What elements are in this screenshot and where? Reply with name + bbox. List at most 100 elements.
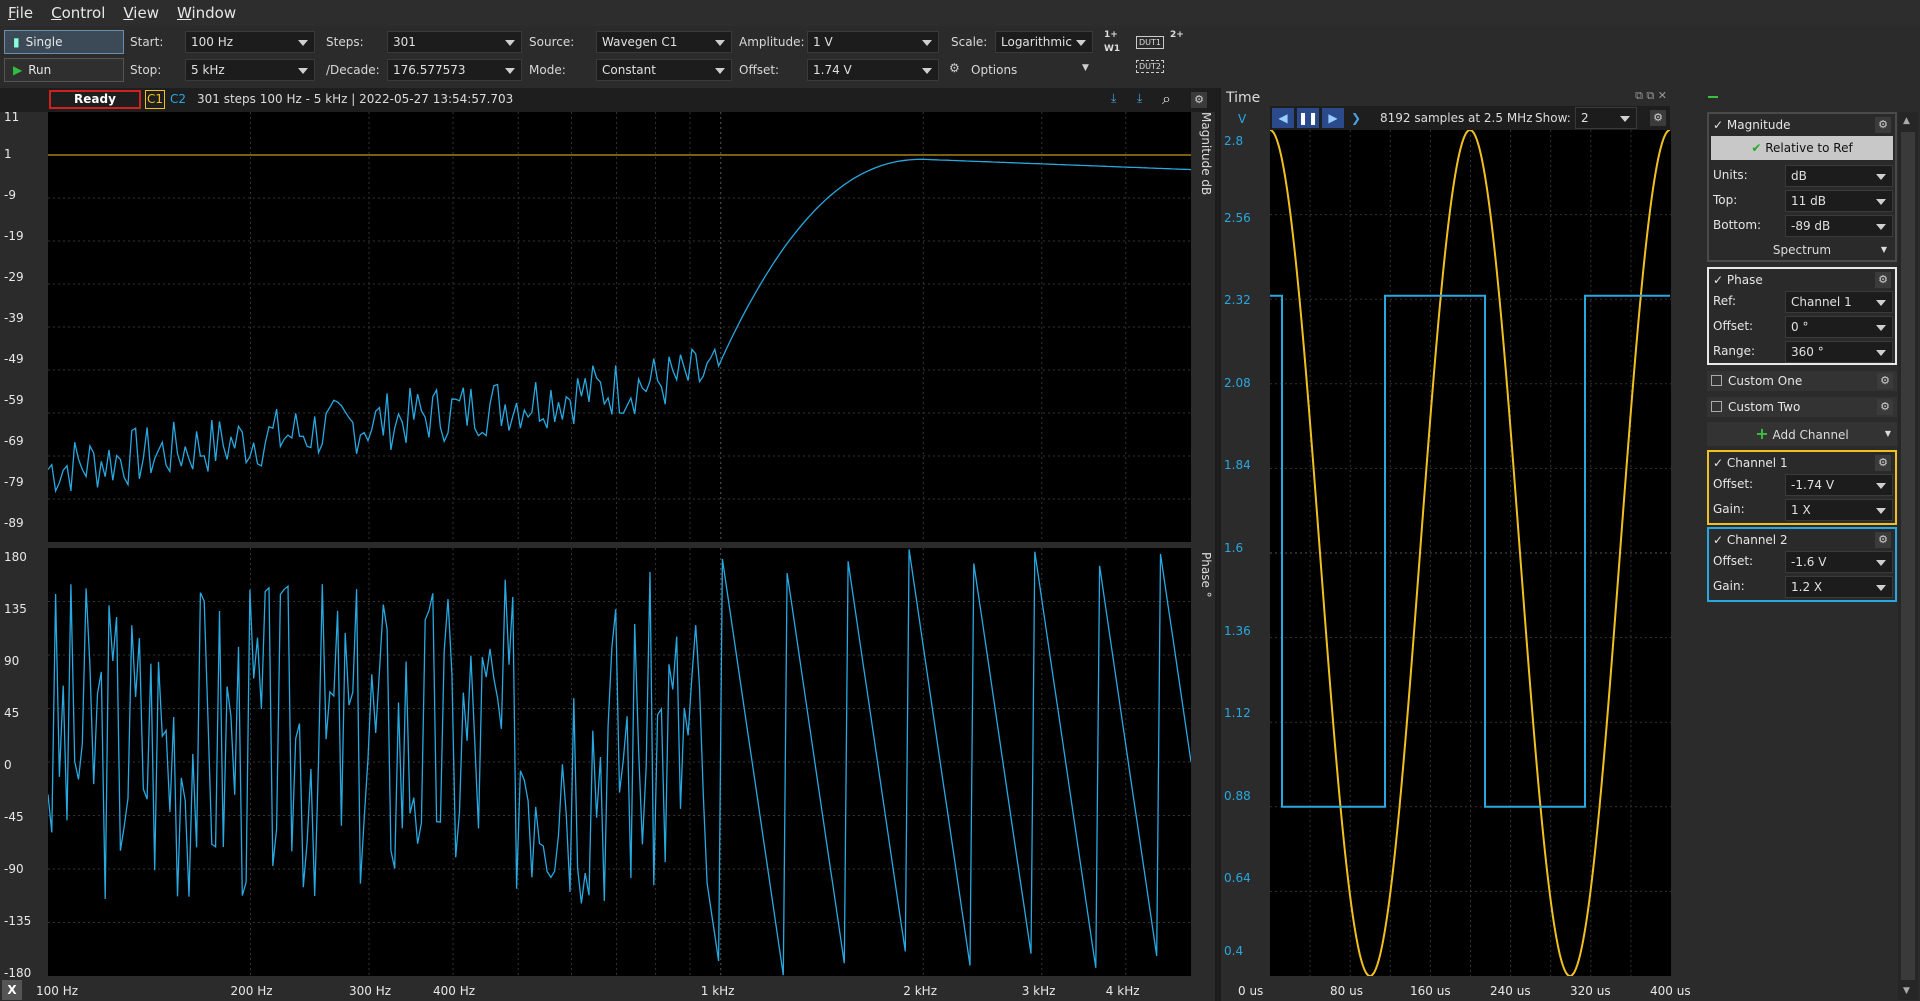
next-icon[interactable]: ▶ [1322, 108, 1344, 128]
panel-window-icons[interactable]: ⧉ ⧉ ✕ [1635, 89, 1667, 102]
side-panel-collapse[interactable] [1708, 96, 1718, 98]
chevron-down-icon [505, 68, 515, 74]
time-settings-icon[interactable]: ⚙ [1650, 110, 1666, 126]
menu-bar: File Control View Window [0, 0, 1920, 26]
zoom-icon[interactable]: ⌕ [1162, 89, 1171, 108]
start-field[interactable]: 100 Hz [185, 31, 315, 53]
time-unit: V [1238, 112, 1247, 126]
time-plot[interactable] [1270, 130, 1671, 976]
run-button[interactable]: ▶ Run [4, 58, 124, 82]
magnitude-tick-label: -19 [4, 229, 24, 243]
step-icon[interactable]: ❯ [1350, 111, 1362, 125]
chevron-down-icon: ▼ [1880, 245, 1887, 254]
checkmark-icon: ✔ [1751, 141, 1762, 155]
magnitude-axis-title: Magnitude dB [1199, 112, 1213, 196]
menu-window[interactable]: Window [176, 4, 237, 22]
channel-2-settings-icon[interactable]: ⚙ [1875, 532, 1891, 548]
show-select[interactable]: 2 [1575, 107, 1637, 129]
steps-label: Steps: [326, 35, 364, 49]
menu-file[interactable]: File [8, 4, 34, 22]
chevron-down-icon [1876, 174, 1886, 180]
range-field[interactable]: 360 ° [1785, 341, 1893, 363]
magnitude-title: Magnitude [1726, 118, 1791, 132]
units-select[interactable]: dB [1785, 165, 1893, 187]
scale-label: Scale: [951, 35, 988, 49]
chevron-down-icon [715, 40, 725, 46]
chevron-down-icon [922, 68, 932, 74]
channel-2-trace [1270, 294, 1670, 808]
c1-badge[interactable]: C1 [145, 90, 165, 109]
top-label: Top: [1713, 193, 1738, 207]
custom-one-row[interactable]: Custom One ⚙ [1707, 371, 1897, 391]
checkbox-icon[interactable] [1711, 401, 1722, 412]
amplitude-field[interactable]: 1 V [807, 31, 939, 53]
chevron-down-icon [715, 68, 725, 74]
voltage-tick-label: 0.4 [1224, 944, 1244, 958]
relative-to-ref-button[interactable]: ✔ Relative to Ref [1711, 136, 1893, 160]
phase-settings-icon[interactable]: ⚙ [1875, 272, 1891, 288]
plot-settings-icon[interactable]: ⚙ [1191, 92, 1207, 108]
top-field[interactable]: 11 dB [1785, 190, 1893, 212]
phase-tick-label: 135 [4, 602, 27, 616]
ch1-offset-field[interactable]: -1.74 V [1785, 474, 1893, 496]
prev-icon[interactable]: ◀ [1272, 108, 1294, 128]
offset-field[interactable]: 1.74 V [807, 59, 939, 81]
chevron-down-icon [1876, 508, 1886, 514]
single-button[interactable]: ▮ Single [4, 30, 124, 54]
pause-icon[interactable]: ❚❚ [1297, 108, 1319, 128]
stop-field[interactable]: 5 kHz [185, 59, 315, 81]
time-panel-title: Time [1226, 90, 1261, 106]
ref-select[interactable]: Channel 1 [1785, 291, 1893, 313]
decade-field[interactable]: 176.577573 [387, 59, 522, 81]
check-icon[interactable]: ✓ [1713, 533, 1727, 547]
plot-grid [48, 548, 1191, 976]
offset-label: Offset: [739, 63, 780, 77]
play-icon: ▶ [13, 63, 23, 77]
cursor-icon[interactable]: ⤓ [1111, 91, 1117, 105]
gear-icon[interactable]: ⚙ [949, 61, 960, 75]
custom-two-row[interactable]: Custom Two ⚙ [1707, 397, 1897, 417]
mode-select[interactable]: Constant [596, 59, 732, 81]
checkbox-icon[interactable] [1711, 375, 1722, 386]
custom-two-settings-icon[interactable]: ⚙ [1877, 399, 1893, 415]
add-channel-button[interactable]: + Add Channel ▼ [1707, 422, 1897, 446]
voltage-tick-label: 1.84 [1224, 458, 1251, 473]
scale-select[interactable]: Logarithmic [995, 31, 1093, 53]
spectrum-button[interactable]: Spectrum ▼ [1711, 240, 1893, 260]
c2-badge[interactable]: C2 [170, 92, 187, 106]
frequency-tick-label: 2 kHz [903, 984, 938, 998]
options-button[interactable]: Options [971, 63, 1018, 77]
autoscale-icon[interactable]: ⤓ [1137, 91, 1143, 105]
check-icon[interactable]: ✓ [1713, 118, 1727, 132]
ch1-gain-field[interactable]: 1 X [1785, 499, 1893, 521]
check-icon[interactable]: ✓ [1713, 456, 1727, 470]
phase-tick-label: 90 [4, 654, 20, 668]
scroll-up-icon[interactable]: ▲ [1903, 116, 1910, 126]
ch2-offset-field[interactable]: -1.6 V [1785, 551, 1893, 573]
magnitude-plot[interactable] [48, 112, 1191, 542]
magnitude-settings-icon[interactable]: ⚙ [1875, 117, 1891, 133]
check-icon[interactable]: ✓ [1713, 273, 1727, 287]
mode-label: Mode: [529, 63, 566, 77]
custom-one-settings-icon[interactable]: ⚙ [1877, 373, 1893, 389]
steps-field[interactable]: 301 [387, 31, 522, 53]
phase-trace [48, 549, 1191, 976]
bottom-field[interactable]: -89 dB [1785, 215, 1893, 237]
phase-tick-label: -135 [4, 914, 32, 928]
bottom-label: Bottom: [1713, 218, 1762, 232]
menu-control[interactable]: Control [51, 4, 106, 22]
channel-1-settings-icon[interactable]: ⚙ [1875, 455, 1891, 471]
phase-plot[interactable] [48, 548, 1191, 976]
ch2-gain-field[interactable]: 1.2 X [1785, 576, 1893, 598]
scroll-down-icon[interactable]: ▼ [1903, 986, 1910, 996]
phase-offset-field[interactable]: 0 ° [1785, 316, 1893, 338]
phase-tick-label: 0 [4, 758, 12, 772]
source-select[interactable]: Wavegen C1 [596, 31, 732, 53]
channel-1-title: Channel 1 [1726, 456, 1788, 470]
side-scrollbar[interactable]: ▲ ▼ [1898, 112, 1918, 1000]
chevron-down-icon [1876, 350, 1886, 356]
menu-view[interactable]: View [123, 4, 159, 22]
voltage-tick-label: 2.08 [1224, 375, 1251, 390]
splitter[interactable] [1215, 88, 1221, 1001]
corner-button[interactable]: X [2, 980, 22, 1000]
